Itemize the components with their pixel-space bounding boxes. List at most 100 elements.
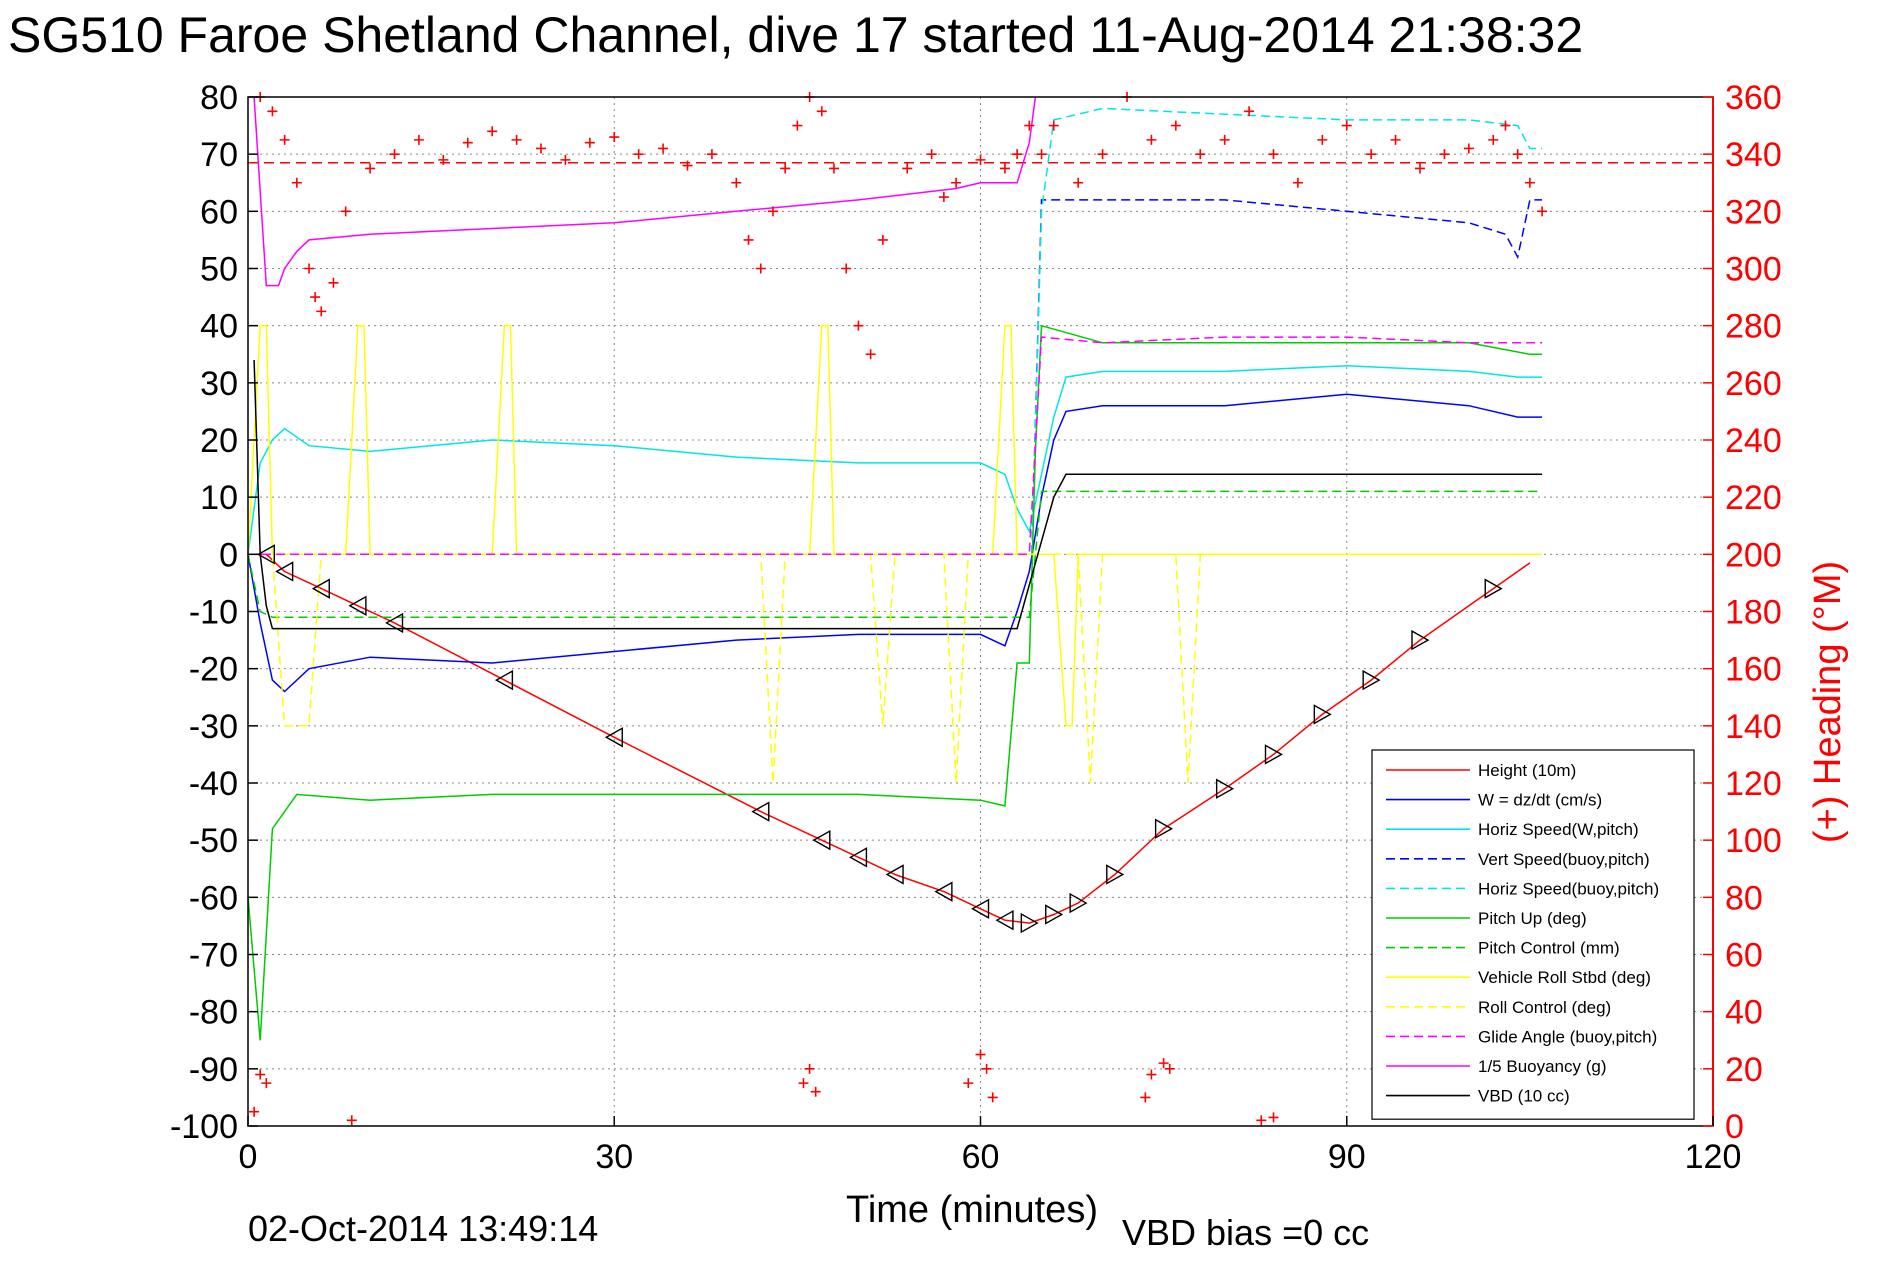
heading-marker [1488,134,1499,145]
heading-marker [1036,149,1047,160]
y-tick-label: -60 [189,879,238,917]
heading-marker [810,1086,821,1097]
heading-marker [267,106,278,117]
heading-marker [780,163,791,174]
series-line-2 [247,364,1543,555]
legend-label: Roll Control (deg) [1478,998,1611,1017]
profile-marker [494,669,514,691]
profile-marker [256,544,276,565]
y-right-tick-label: 120 [1725,765,1782,803]
x-tick-label: 30 [595,1138,633,1176]
heading-marker [877,234,888,245]
heading-marker [389,149,400,160]
heading-marker [706,149,717,160]
heading-marker [487,126,498,137]
x-tick-label: 120 [1685,1138,1742,1176]
y-right-tick-label: 80 [1725,879,1763,917]
y-right-tick-label: 40 [1725,994,1763,1032]
legend-label: 1/5 Buoyancy (g) [1478,1057,1607,1076]
heading-marker [316,306,327,317]
y-right-tick-label: 60 [1725,937,1763,975]
legend-label: Height (10m) [1478,761,1576,780]
heading-marker [249,1106,260,1117]
x-axis-label: Time (minutes) [846,1189,1098,1231]
y-right-tick-label: 160 [1725,651,1782,689]
y-tick-label: 40 [200,308,238,346]
heading-marker [328,277,339,288]
legend-label: Vert Speed(buoy,pitch) [1478,850,1650,869]
y-tick-label: 20 [200,422,238,460]
heading-marker [1500,120,1511,131]
heading-marker [584,137,595,148]
heading-marker [1256,1115,1267,1126]
y-right-tick-label: 220 [1725,479,1782,517]
profile-marker [848,847,868,868]
heading-marker [731,177,742,188]
y-tick-label: 30 [200,365,238,403]
heading-marker [340,206,351,217]
y-right-tick-label: 200 [1725,536,1782,574]
profile-marker [1106,864,1125,885]
heading-marker [536,143,546,154]
legend-label: Glide Angle (buoy,pitch) [1478,1027,1657,1046]
heading-marker [560,154,571,165]
y-right-tick-label: 320 [1725,193,1782,231]
y-tick-label: -90 [189,1051,238,1089]
heading-marker [938,192,949,203]
profile-marker [311,578,330,599]
heading-marker [981,1063,992,1074]
heading-marker [963,1078,974,1089]
profile-marker [275,561,294,582]
profile-marker [934,881,953,902]
heading-marker [926,149,937,160]
heading-marker [804,1063,815,1074]
y-tick-label: -10 [189,594,238,632]
series-line-9 [248,336,1543,556]
profile-marker [812,829,831,851]
heading-marker [511,134,522,145]
y-right-tick-label: 280 [1725,308,1782,346]
heading-marker [767,206,778,217]
heading-marker [902,163,913,174]
footer-vbd-bias: VBD bias =0 cc [1122,1212,1369,1253]
heading-marker [658,143,669,154]
heading-marker [633,149,644,160]
y-right-tick-label: 180 [1725,594,1782,632]
y-tick-label: 0 [219,536,238,574]
heading-marker [1292,177,1303,188]
heading-marker [1390,134,1401,145]
profile-marker [1154,818,1174,839]
profile-marker [751,801,770,822]
heading-marker [1524,177,1535,188]
profile-marker [1215,778,1235,799]
heading-marker [829,163,839,174]
heading-marker [1268,149,1279,160]
y-right-tick-label: 140 [1725,708,1782,746]
x-tick-label: 0 [239,1138,258,1176]
series-line-8 [248,553,1543,784]
heading-marker [853,320,864,331]
y-tick-label: -50 [189,822,238,860]
heading-marker [987,1092,998,1103]
legend: Height (10m) W = dz/dt (cm/s) Horiz Speed(… [1371,749,1695,1120]
legend-box [1371,749,1695,1120]
y-tick-label: -80 [189,994,238,1032]
heading-marker [1366,149,1377,160]
heading-marker [1158,1058,1169,1069]
heading-marker [816,106,827,117]
heading-marker [1512,149,1523,160]
heading-marker [1415,163,1425,174]
series-line-1 [247,393,1543,693]
profile-marker [1313,704,1332,725]
heading-marker [1463,143,1474,154]
heading-marker [255,1069,266,1080]
y-right-tick-label: 20 [1725,1051,1763,1089]
right-axis-label: (+) Heading (°M) [1807,561,1849,843]
heading-marker [1195,149,1206,160]
heading-marker [865,349,876,360]
y-tick-label: 60 [200,193,238,231]
profile-marker [348,595,367,616]
heading-marker [261,1078,272,1089]
series-line-4 [248,107,1543,556]
